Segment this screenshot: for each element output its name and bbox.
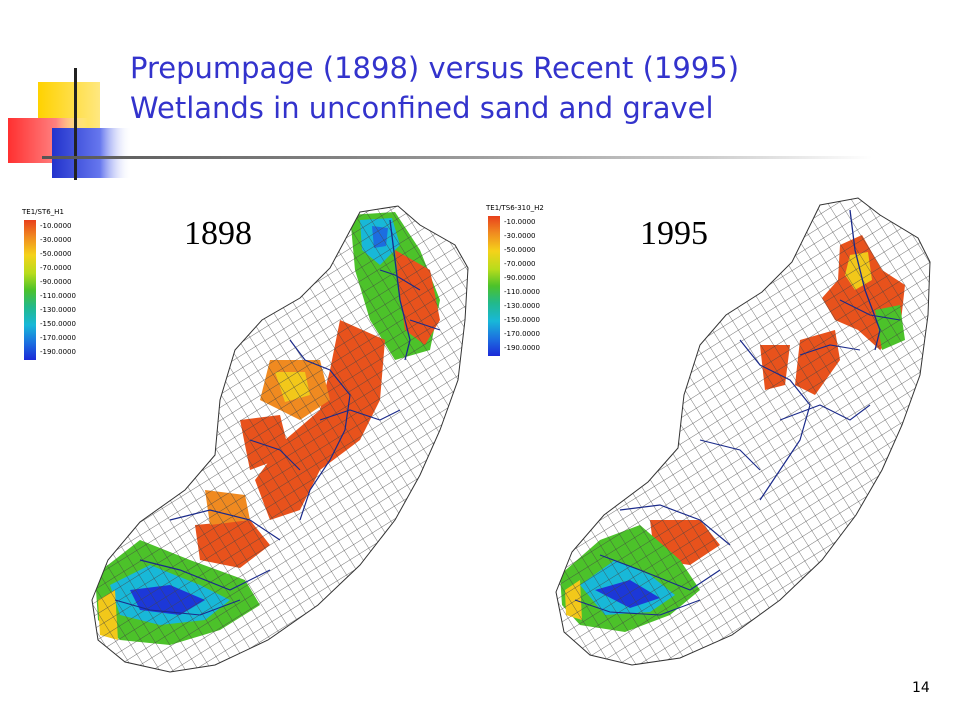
legend-value: -130.0000: [40, 306, 76, 314]
legend-color-bar: [24, 220, 36, 360]
legend-value: -170.0000: [40, 334, 76, 342]
legend-color-bar: [488, 216, 500, 356]
legend-value: -90.0000: [504, 274, 536, 282]
legend-value: -30.0000: [40, 236, 72, 244]
legend-value: -110.0000: [40, 292, 76, 300]
legend-value: -150.0000: [504, 316, 540, 324]
legend-value: -50.0000: [40, 250, 72, 258]
slide-title: Prepumpage (1898) versus Recent (1995) W…: [130, 48, 930, 128]
legend-value: -110.0000: [504, 288, 540, 296]
legend-value: -90.0000: [40, 278, 72, 286]
year-label-1898: 1898: [184, 215, 252, 252]
page-number: 14: [912, 680, 930, 696]
year-label-1995: 1995: [640, 215, 708, 252]
legend-1995: TE1/TS6-310_H2 -10.0000 -30.0000 -50.000…: [486, 204, 566, 364]
corner-decoration: [8, 68, 132, 180]
legend-value: -190.0000: [504, 344, 540, 352]
legend-value: -70.0000: [40, 264, 72, 272]
legend-value: -50.0000: [504, 246, 536, 254]
legend-value: -10.0000: [504, 218, 536, 226]
legend-value: -30.0000: [504, 232, 536, 240]
legend-title: TE1/TS6-310_H2: [486, 204, 544, 212]
title-underline: [42, 156, 872, 159]
legend-value: -130.0000: [504, 302, 540, 310]
title-line-1: Prepumpage (1898) versus Recent (1995): [130, 51, 740, 85]
legend-1898: TE1/ST6_H1 -10.0000 -30.0000 -50.0000 -7…: [22, 208, 92, 368]
legend-title: TE1/ST6_H1: [22, 208, 64, 216]
legend-value: -70.0000: [504, 260, 536, 268]
legend-value: -170.0000: [504, 330, 540, 338]
legend-value: -150.0000: [40, 320, 76, 328]
legend-value: -10.0000: [40, 222, 72, 230]
title-line-2: Wetlands in unconfined sand and gravel: [130, 91, 714, 125]
legend-value: -190.0000: [40, 348, 76, 356]
